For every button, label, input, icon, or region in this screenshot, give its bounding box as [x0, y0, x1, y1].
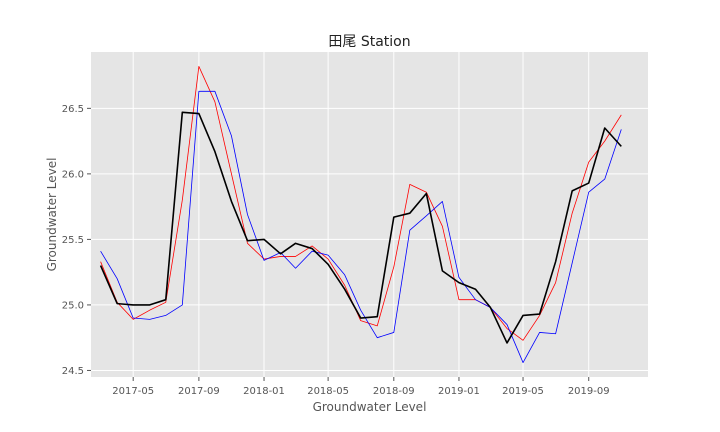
y-tick-label: 26.5 [62, 104, 84, 115]
series-line-2 [100, 66, 622, 341]
x-axis-label: Groundwater Level [313, 400, 427, 414]
grid-lines [91, 52, 648, 377]
series-lines [99, 66, 622, 363]
x-tick-labels: 2017-05 2017-09 2018-01 2018-05 2018-09 2019-… [112, 377, 610, 397]
y-tick-label: 25.0 [62, 300, 84, 311]
x-tick-label: 2019-05 [502, 386, 544, 397]
x-tick-label: 2018-05 [307, 386, 349, 397]
chart-title: 田尾 Station [328, 34, 410, 50]
x-tick-label: 2019-09 [568, 386, 610, 397]
x-tick-label: 2017-05 [112, 386, 154, 397]
x-tick-label: 2019-01 [438, 386, 480, 397]
series-line-1 [99, 111, 622, 344]
series-line-3 [100, 90, 622, 363]
x-tick-label: 2018-01 [243, 386, 285, 397]
plot-background [91, 52, 648, 377]
y-tick-label: 25.5 [62, 235, 84, 246]
y-tick-labels: 24.5 25.0 25.5 26.0 26.5 [62, 104, 91, 377]
x-tick-label: 2017-09 [178, 386, 220, 397]
y-tick-label: 24.5 [62, 366, 84, 377]
y-tick-label: 26.0 [62, 169, 84, 180]
y-axis-label: Groundwater Level [45, 158, 59, 272]
x-tick-label: 2018-09 [373, 386, 415, 397]
